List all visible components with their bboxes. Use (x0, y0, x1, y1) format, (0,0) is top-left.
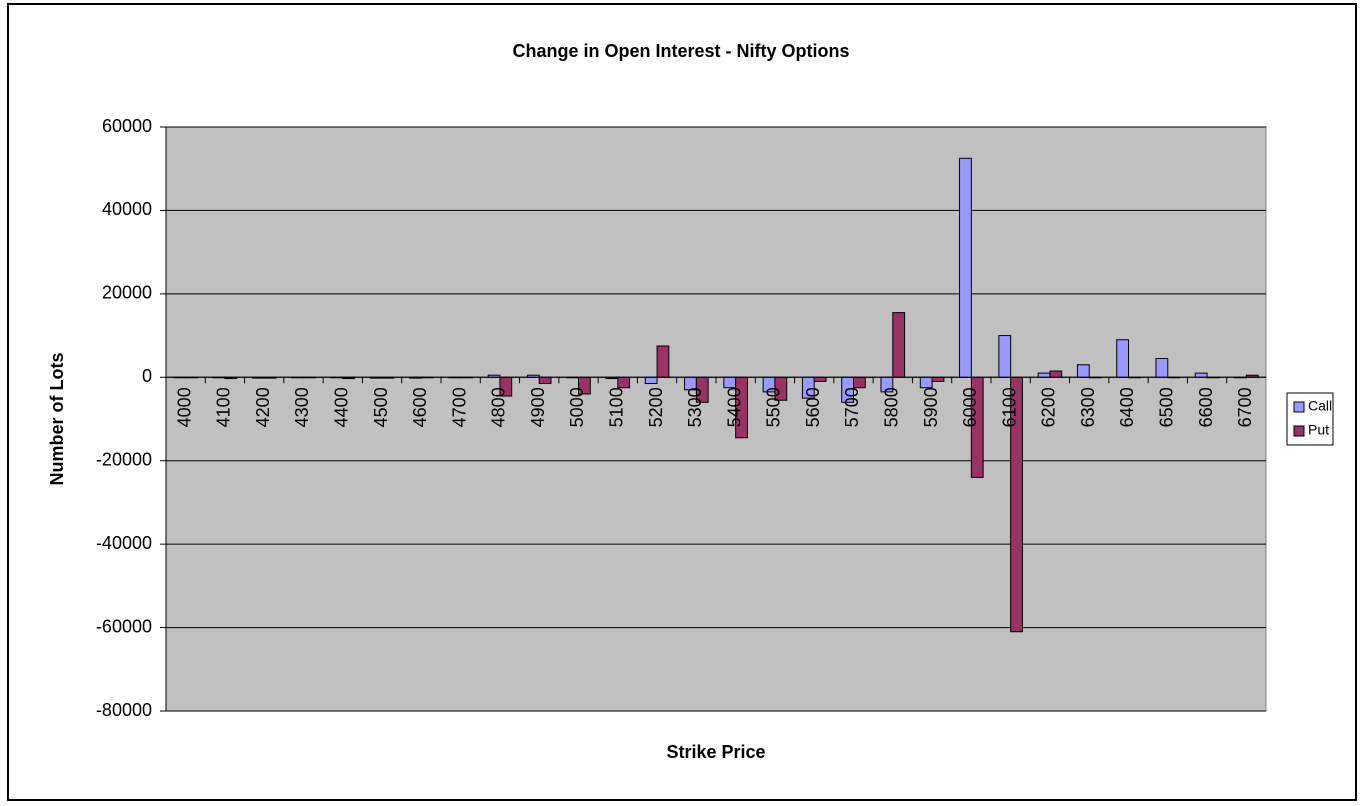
y-tick-label: -80000 (96, 700, 152, 720)
y-axis-label: Number of Lots (47, 353, 67, 486)
x-tick-label: 6400 (1117, 387, 1137, 427)
bar (919, 376, 933, 389)
x-tick-label: 4600 (410, 387, 430, 427)
bar (723, 376, 737, 389)
bar (1194, 372, 1208, 378)
legend-swatch (1293, 425, 1305, 437)
bar (1037, 372, 1051, 378)
y-tick-label: -20000 (96, 449, 152, 469)
x-axis-label: Strike Price (666, 742, 765, 762)
bar (1116, 339, 1129, 378)
bar (1049, 370, 1063, 378)
x-tick-label: 4700 (449, 387, 469, 427)
x-tick-label: 5200 (646, 387, 666, 427)
legend-label: Put (1308, 422, 1329, 438)
x-tick-label: 6000 (960, 387, 980, 427)
x-tick-label: 5000 (567, 387, 587, 427)
y-tick-label: -60000 (96, 616, 152, 636)
bar (538, 376, 552, 385)
y-tick-label: 0 (142, 366, 152, 386)
bar (892, 312, 906, 378)
chart-title: Change in Open Interest - Nifty Options (512, 41, 849, 61)
x-tick-label: 6200 (1039, 387, 1059, 427)
bar (959, 157, 972, 378)
y-tick-label: 40000 (102, 199, 152, 219)
y-tick-label: 60000 (102, 116, 152, 136)
x-tick-label: 4100 (214, 387, 234, 427)
x-tick-label: 6500 (1157, 387, 1177, 427)
x-tick-label: 5900 (921, 387, 941, 427)
x-tick-label: 5800 (882, 387, 902, 427)
x-tick-label: 4000 (174, 387, 194, 427)
x-tick-label: 4300 (292, 387, 312, 427)
x-tick-label: 6700 (1235, 387, 1255, 427)
x-tick-label: 4400 (332, 387, 352, 427)
legend-swatch (1293, 401, 1305, 413)
x-tick-label: 4200 (253, 387, 273, 427)
x-tick-label: 5700 (842, 387, 862, 427)
x-tick-label: 6300 (1078, 387, 1098, 427)
x-tick-label: 5600 (803, 387, 823, 427)
x-tick-label: 6100 (999, 387, 1019, 427)
bar (998, 335, 1012, 378)
plot-area (165, 126, 1267, 712)
bar (931, 376, 945, 382)
x-tick-label: 6600 (1196, 387, 1216, 427)
x-tick-label: 4900 (528, 387, 548, 427)
x-tick-label: 4500 (371, 387, 391, 427)
bar (1155, 358, 1169, 378)
x-tick-label: 4800 (489, 387, 509, 427)
x-tick-label: 5500 (764, 387, 784, 427)
bar (656, 345, 670, 378)
x-tick-label: 5400 (724, 387, 744, 427)
y-tick-label: 20000 (102, 283, 152, 303)
bar (813, 376, 827, 382)
bar (644, 376, 658, 385)
x-tick-label: 5300 (685, 387, 705, 427)
legend-label: Call (1308, 398, 1332, 414)
bar (1076, 364, 1090, 378)
y-tick-label: -40000 (96, 533, 152, 553)
x-tick-label: 5100 (607, 387, 627, 427)
bar (617, 376, 631, 389)
bar (853, 376, 866, 389)
